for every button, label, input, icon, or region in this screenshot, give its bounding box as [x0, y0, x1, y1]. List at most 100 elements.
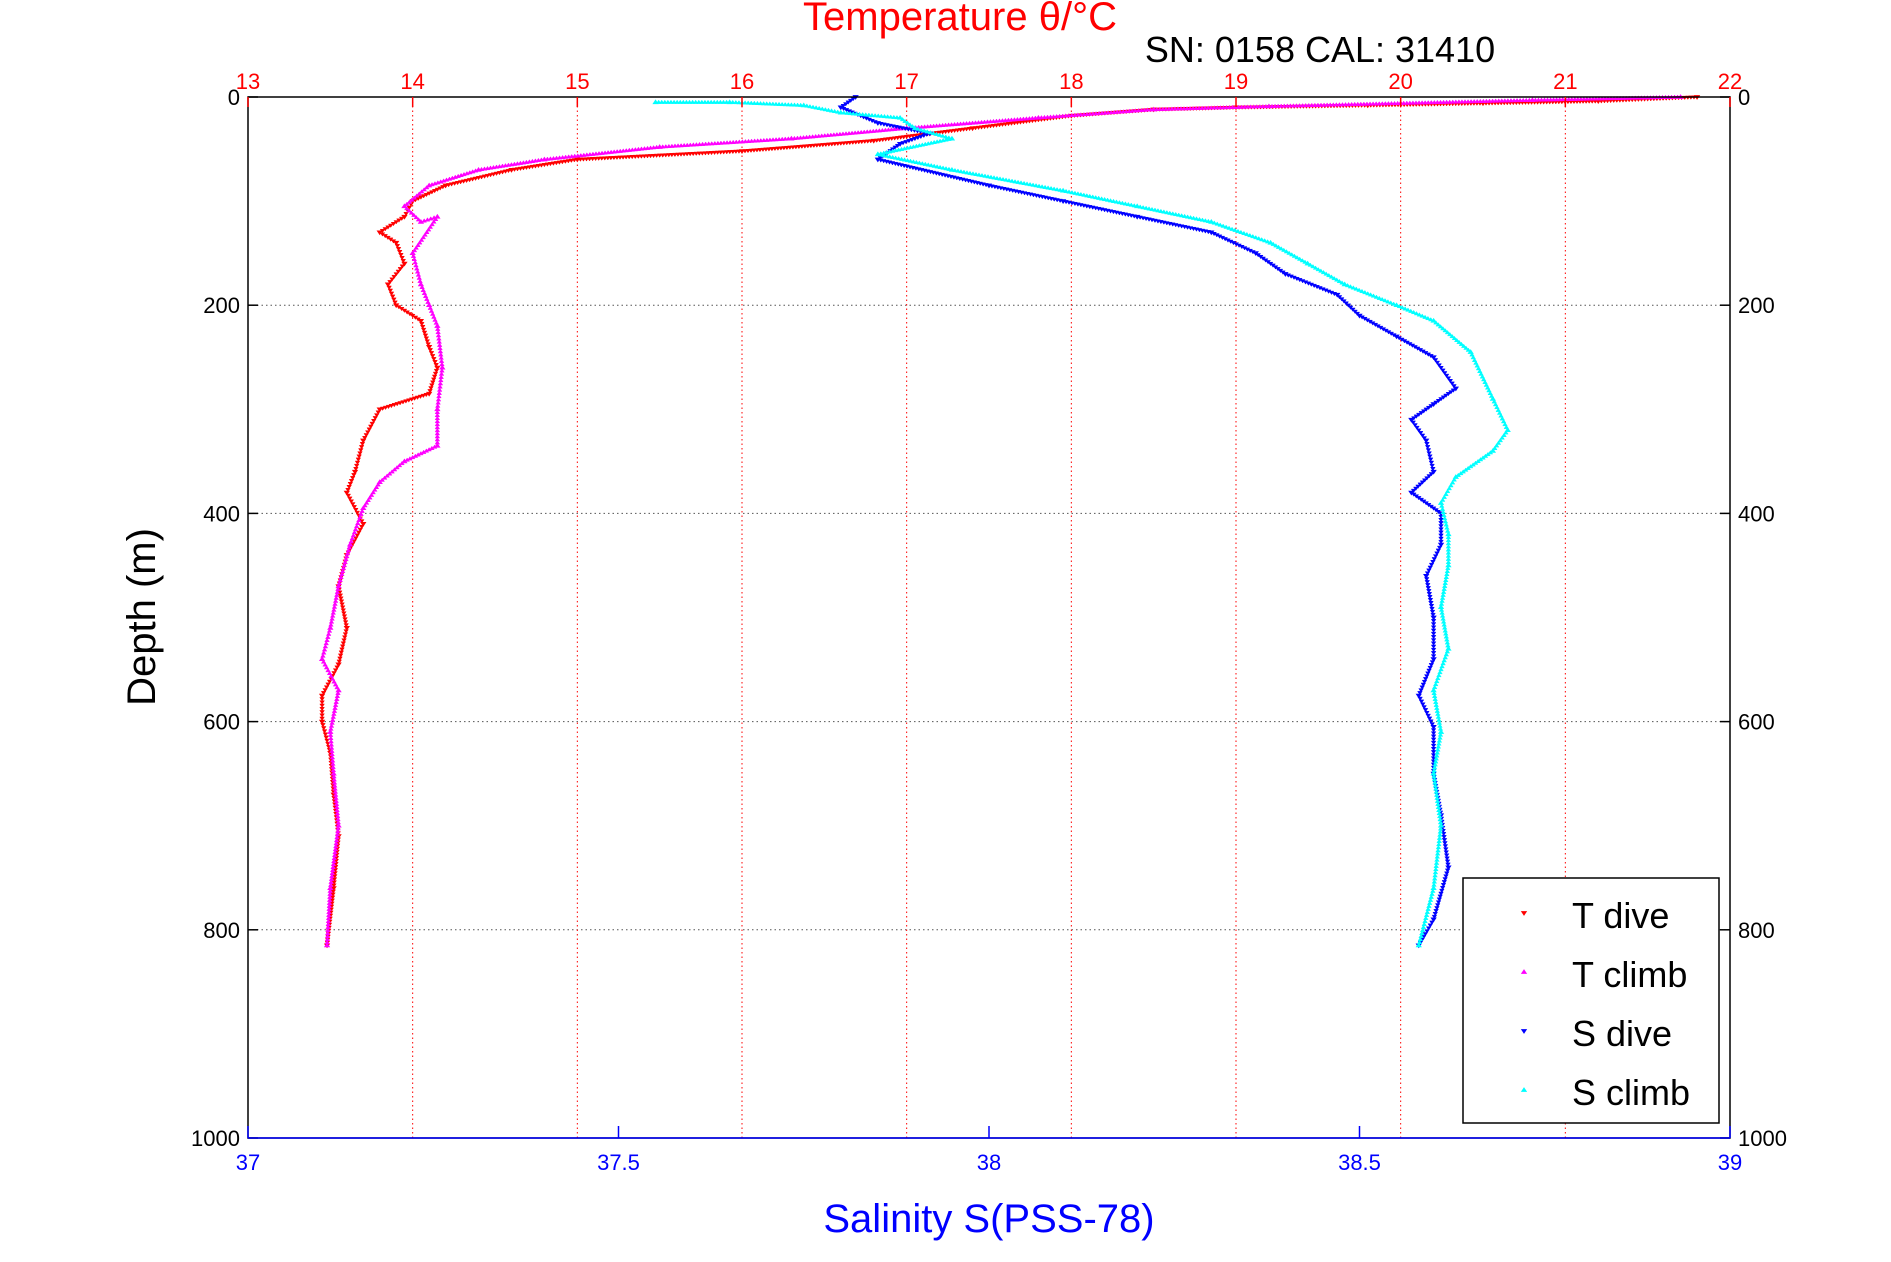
data-point [341, 614, 348, 619]
data-point [1430, 747, 1437, 752]
data-point [322, 688, 328, 693]
data-point [1425, 906, 1431, 911]
data-point [1211, 220, 1218, 225]
data-point [1430, 619, 1437, 624]
data-point [1430, 654, 1437, 659]
data-point [812, 133, 819, 139]
data-point [481, 166, 488, 171]
data-point [1501, 432, 1507, 437]
data-point [437, 179, 444, 184]
data-point [1347, 284, 1354, 289]
data-point [568, 153, 575, 159]
data-point [351, 529, 358, 535]
data-point [1420, 682, 1427, 687]
data-point [346, 541, 354, 547]
data-point [1424, 476, 1430, 481]
data-point [1429, 722, 1436, 727]
data-point [496, 164, 503, 169]
data-point [1069, 190, 1075, 195]
data-point [423, 448, 430, 453]
data-point [1427, 595, 1433, 600]
data-point [1286, 250, 1292, 255]
data-point [322, 732, 329, 737]
data-point [614, 149, 620, 154]
salinity-tick-label: 37.5 [597, 1150, 640, 1175]
data-point [1075, 191, 1081, 196]
data-point [1438, 891, 1444, 896]
data-point [341, 611, 347, 616]
data-point [421, 330, 428, 335]
data-point [1396, 303, 1403, 309]
data-point [1229, 226, 1235, 231]
data-point [898, 156, 905, 161]
data-point [349, 476, 356, 481]
data-point [360, 505, 367, 511]
data-point [1439, 497, 1446, 502]
data-point [736, 139, 743, 144]
data-point [828, 132, 834, 137]
data-point [611, 149, 617, 154]
data-point [1412, 423, 1418, 428]
data-point [1451, 384, 1457, 389]
data-point [326, 670, 333, 675]
data-point [434, 403, 441, 408]
data-point [1423, 915, 1429, 920]
data-point [1422, 314, 1428, 319]
data-point [1444, 868, 1451, 873]
data-point [1437, 324, 1444, 329]
data-point [1418, 699, 1425, 704]
data-point [964, 170, 970, 175]
salinity-tick-label: 38 [977, 1150, 1001, 1175]
data-point [904, 157, 911, 163]
data-point [922, 141, 929, 146]
data-point [439, 361, 445, 367]
data-point [350, 533, 357, 538]
data-point [373, 413, 380, 418]
data-point [855, 130, 861, 135]
data-point [1096, 110, 1102, 116]
data-point [901, 157, 908, 162]
data-point [1449, 333, 1455, 339]
data-point [1152, 207, 1158, 212]
data-point [337, 593, 344, 598]
data-point [320, 691, 327, 696]
data-point [1458, 341, 1465, 346]
data-point [967, 170, 973, 175]
data-point [490, 164, 497, 170]
data-point [399, 255, 405, 261]
data-point [982, 173, 988, 178]
data-point [1417, 936, 1424, 942]
data-point [825, 132, 831, 137]
data-point [1415, 693, 1422, 699]
data-point [532, 158, 539, 163]
data-point [331, 679, 337, 684]
data-point [1114, 109, 1121, 114]
data-point [1421, 478, 1428, 483]
data-point [1427, 565, 1433, 570]
data-point [357, 451, 363, 456]
data-point [432, 181, 438, 186]
data-point [391, 274, 397, 280]
data-point [1419, 480, 1426, 485]
data-point [1430, 641, 1437, 646]
data-point [879, 127, 886, 133]
data-point [1315, 266, 1321, 272]
data-point [1036, 183, 1042, 188]
data-point [1320, 269, 1327, 275]
data-point [866, 112, 872, 117]
data-point [332, 668, 339, 673]
data-point [1184, 214, 1191, 219]
data-point [1425, 315, 1431, 321]
data-point [319, 713, 325, 718]
data-point [1120, 109, 1127, 114]
data-point [828, 108, 835, 113]
data-point [332, 682, 339, 687]
data-point [431, 374, 438, 379]
data-point [988, 174, 994, 179]
data-point [1056, 113, 1063, 118]
data-point [1323, 271, 1329, 276]
data-point [1087, 111, 1093, 116]
series-s-climb [652, 99, 1511, 948]
data-point [1208, 219, 1215, 224]
data-point [435, 180, 441, 185]
